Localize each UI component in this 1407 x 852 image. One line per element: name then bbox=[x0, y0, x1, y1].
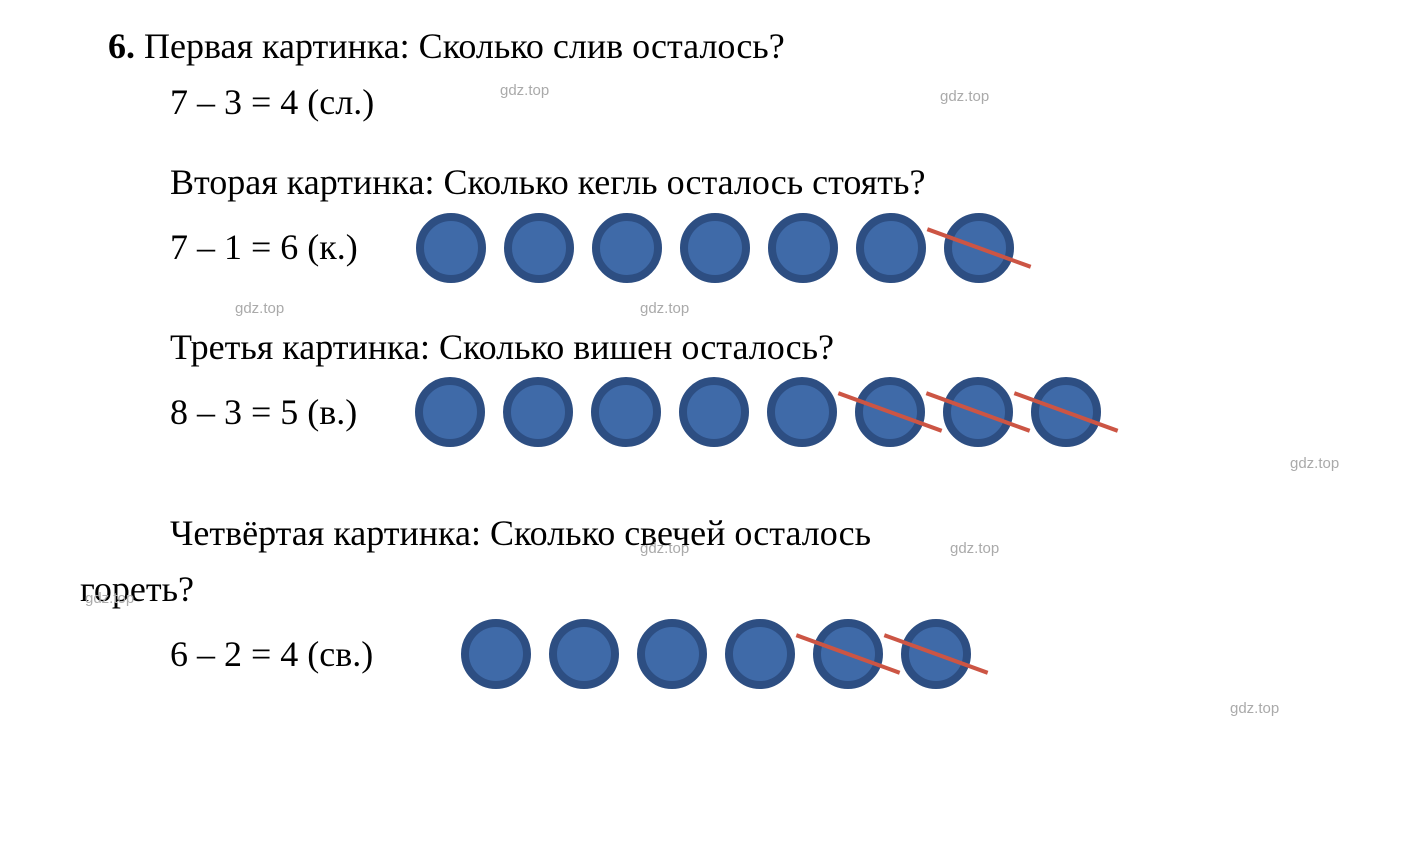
section-2-title: Вторая картинка: Сколько кегль осталось … bbox=[170, 156, 1367, 208]
problem-number: 6. bbox=[108, 26, 135, 66]
circle bbox=[680, 213, 750, 283]
circle bbox=[592, 213, 662, 283]
circle bbox=[725, 619, 795, 689]
circle-crossed bbox=[1031, 377, 1101, 447]
section-3-title: Третья картинка: Сколько вишен осталось? bbox=[170, 321, 1367, 373]
circle bbox=[461, 619, 531, 689]
circle bbox=[767, 377, 837, 447]
circle bbox=[503, 377, 573, 447]
circle bbox=[679, 377, 749, 447]
circle-crossed bbox=[944, 213, 1014, 283]
circle-crossed bbox=[855, 377, 925, 447]
section-4-title-line2: гореть? bbox=[80, 563, 1367, 615]
section-4-title-line1: Четвёртая картинка: Сколько свечей остал… bbox=[170, 507, 1367, 559]
circle bbox=[549, 619, 619, 689]
circle bbox=[856, 213, 926, 283]
circles-group bbox=[461, 619, 971, 689]
section-1-title-text: Первая картинка: Сколько слив осталось? bbox=[144, 26, 785, 66]
section-4-equation: 6 – 2 = 4 (св.) bbox=[170, 628, 373, 680]
circle bbox=[416, 213, 486, 283]
section-1-title: 6. Первая картинка: Сколько слив осталос… bbox=[108, 20, 1367, 72]
section-3-equation: 8 – 3 = 5 (в.) bbox=[170, 386, 357, 438]
circle-crossed bbox=[813, 619, 883, 689]
circle bbox=[591, 377, 661, 447]
circle-crossed bbox=[901, 619, 971, 689]
circle-crossed bbox=[943, 377, 1013, 447]
watermark: gdz.top bbox=[1230, 700, 1279, 717]
section-1-equation: 7 – 3 = 4 (сл.) bbox=[170, 76, 1367, 128]
circle bbox=[768, 213, 838, 283]
circle bbox=[637, 619, 707, 689]
section-2-equation: 7 – 1 = 6 (к.) bbox=[170, 221, 358, 273]
circle bbox=[415, 377, 485, 447]
circles-group bbox=[415, 377, 1101, 447]
circles-group bbox=[416, 213, 1014, 283]
circle bbox=[504, 213, 574, 283]
